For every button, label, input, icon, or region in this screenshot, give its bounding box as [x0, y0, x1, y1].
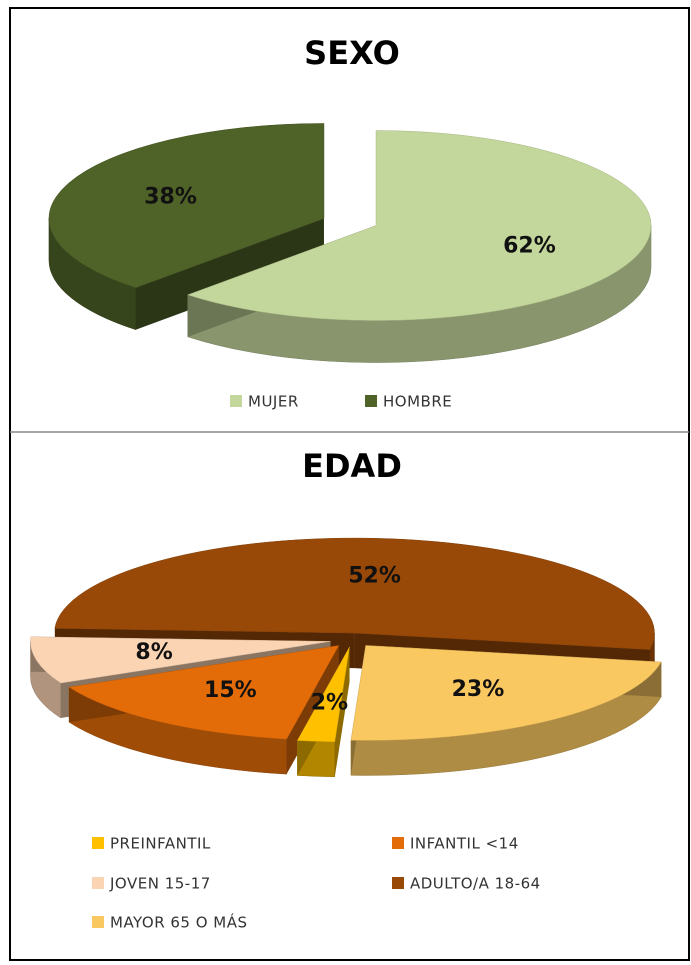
data-label: 15%: [204, 678, 257, 703]
legend-swatch: [392, 837, 404, 849]
legend-swatch: [92, 877, 104, 889]
legend-swatch: [230, 395, 242, 407]
data-label: 2%: [311, 691, 348, 716]
legend-label: INFANTIL <14: [410, 835, 519, 853]
slice: [48, 123, 325, 288]
chart-title: SEXO: [304, 34, 400, 72]
data-label: 8%: [135, 640, 172, 665]
data-label: 23%: [452, 677, 505, 702]
legend-label: HOMBRE: [383, 393, 452, 411]
slice: [30, 636, 331, 684]
slice: [296, 646, 350, 743]
legend-label: JOVEN 15-17: [109, 875, 211, 893]
data-label: 52%: [348, 563, 401, 588]
data-label: 62%: [503, 234, 556, 259]
chart-title: EDAD: [302, 447, 402, 485]
slice: [54, 537, 655, 650]
slice: [350, 645, 662, 741]
legend-label: PREINFANTIL: [110, 835, 211, 853]
legend-label: ADULTO/A 18-64: [410, 875, 541, 893]
slice-face: [135, 218, 324, 330]
legend-swatch: [92, 837, 104, 849]
slice: [68, 645, 340, 740]
legend-swatch: [365, 395, 377, 407]
legend-swatch: [392, 877, 404, 889]
data-label: 38%: [144, 184, 197, 209]
legend-label: MUJER: [248, 393, 299, 411]
legend-swatch: [92, 916, 104, 928]
slice: [187, 130, 652, 321]
legend-label: MAYOR 65 O MÁS: [110, 913, 248, 932]
